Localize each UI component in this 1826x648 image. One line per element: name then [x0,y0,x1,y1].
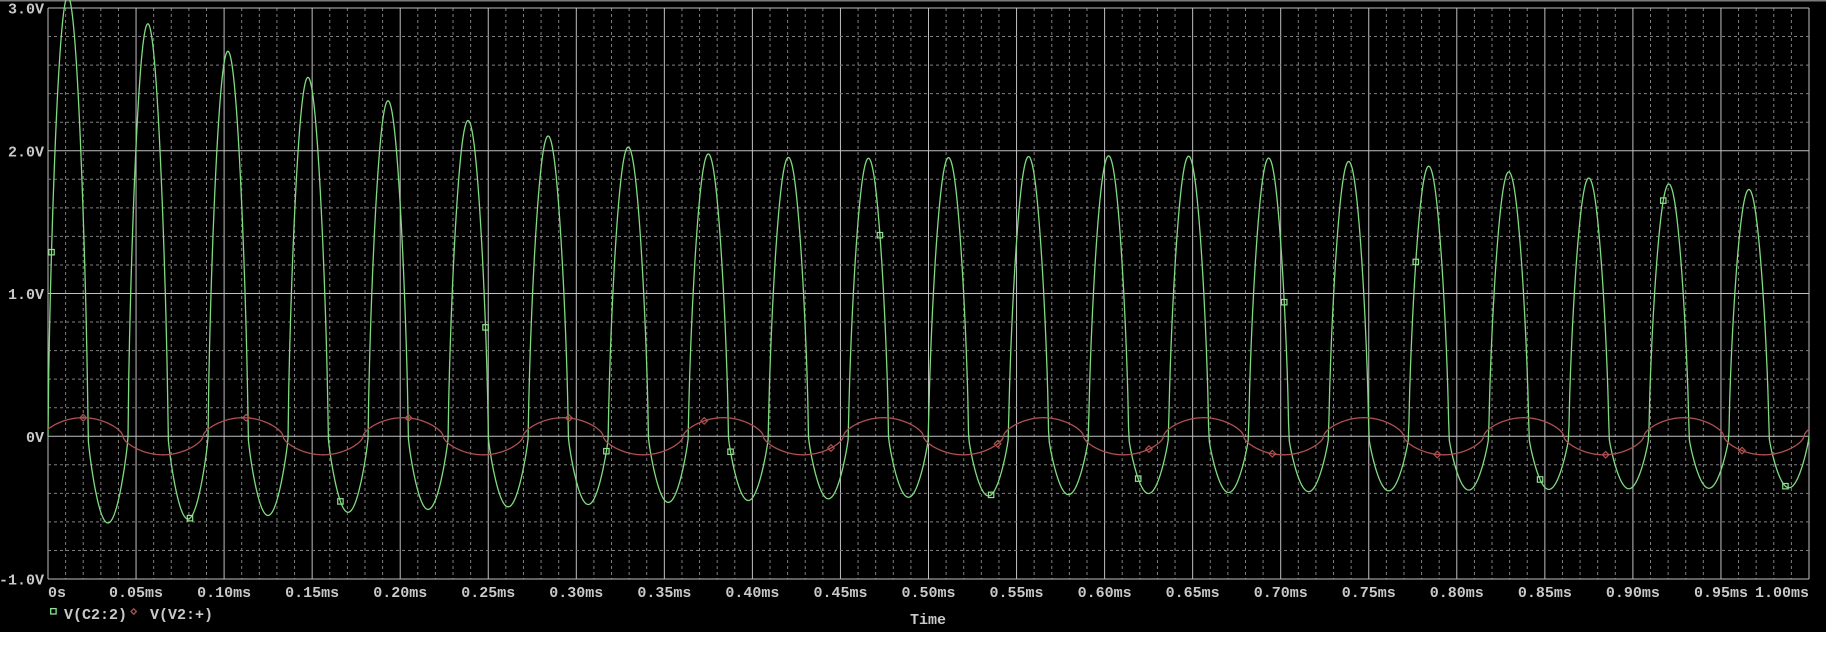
svg-text:0.65ms: 0.65ms [1166,585,1220,602]
svg-text:3.0V: 3.0V [8,2,44,19]
svg-text:0.40ms: 0.40ms [725,585,779,602]
svg-text:0.70ms: 0.70ms [1254,585,1308,602]
svg-text:1.00ms: 1.00ms [1755,585,1809,602]
svg-text:0.15ms: 0.15ms [285,585,339,602]
svg-text:0.50ms: 0.50ms [901,585,955,602]
svg-text:0.80ms: 0.80ms [1430,585,1484,602]
svg-text:0.45ms: 0.45ms [813,585,867,602]
svg-text:0.20ms: 0.20ms [373,585,427,602]
svg-text:0.35ms: 0.35ms [637,585,691,602]
svg-text:0V: 0V [26,430,44,447]
svg-text:V(C2:2): V(C2:2) [64,607,127,624]
svg-text:1.0V: 1.0V [8,287,44,304]
svg-text:Time: Time [910,612,946,629]
svg-text:0.25ms: 0.25ms [461,585,515,602]
svg-text:0.75ms: 0.75ms [1342,585,1396,602]
svg-text:2.0V: 2.0V [8,144,44,161]
svg-text:0.30ms: 0.30ms [549,585,603,602]
svg-text:0.05ms: 0.05ms [109,585,163,602]
svg-text:0.90ms: 0.90ms [1606,585,1660,602]
svg-text:0.85ms: 0.85ms [1518,585,1572,602]
svg-text:0.10ms: 0.10ms [197,585,251,602]
svg-text:0s: 0s [48,585,66,602]
svg-text:0.60ms: 0.60ms [1078,585,1132,602]
svg-text:0.95ms: 0.95ms [1694,585,1748,602]
svg-text:V(V2:+): V(V2:+) [150,607,213,624]
svg-text:0.55ms: 0.55ms [990,585,1044,602]
svg-text:-1.0V: -1.0V [0,573,44,590]
